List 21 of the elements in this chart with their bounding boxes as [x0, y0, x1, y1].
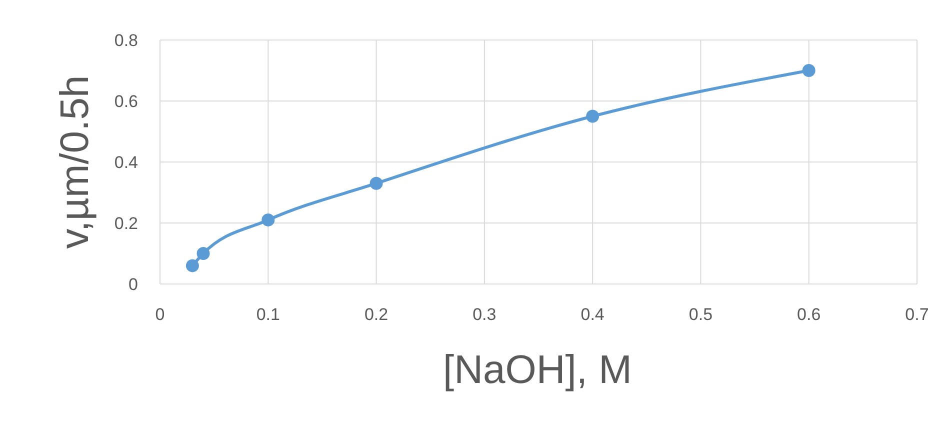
y-tick-label: 0: [128, 274, 138, 294]
x-tick-label: 0.1: [256, 305, 280, 324]
point: [186, 259, 199, 272]
point: [262, 213, 275, 226]
x-tick-label: 0.7: [905, 305, 929, 324]
x-tick-label: 0.2: [364, 305, 388, 324]
x-tick-label: 0: [155, 305, 165, 324]
point: [196, 247, 210, 260]
y-tick-label: 0.6: [114, 92, 138, 111]
y-tick-label: 0.8: [114, 30, 138, 50]
x-tick-label: 0.6: [797, 305, 821, 324]
y-tick-label: 0.4: [114, 152, 138, 172]
x-tick-label: 0.5: [688, 305, 713, 324]
x-tick-label: 0.4: [580, 305, 604, 324]
point: [802, 64, 816, 77]
x-tick-label: 0.3: [472, 305, 496, 324]
y-axis-title: v,µm/0.5h: [53, 75, 97, 249]
y-tick-label: 0.2: [114, 214, 138, 233]
point: [586, 110, 600, 123]
x-axis-title: [NaOH], M: [443, 348, 632, 392]
point: [370, 176, 383, 190]
